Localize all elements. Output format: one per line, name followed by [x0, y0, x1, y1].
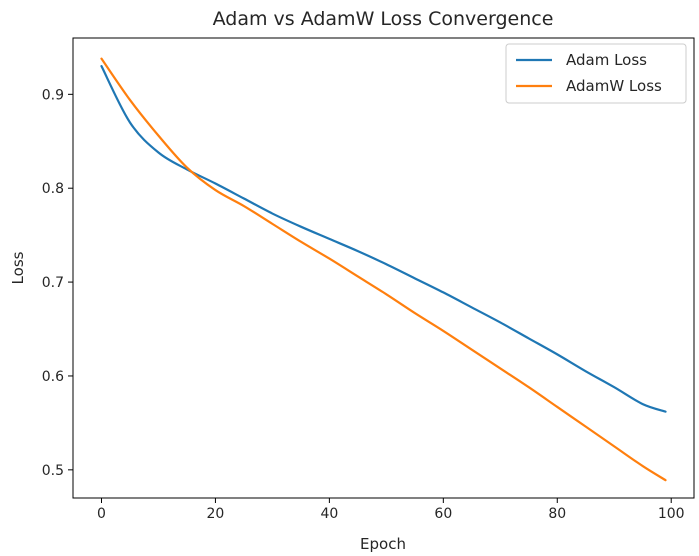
- y-axis: 0.5 0.6 0.7 0.8 0.9: [42, 87, 73, 479]
- legend: Adam Loss AdamW Loss: [505, 43, 687, 104]
- x-tick-label: 60: [434, 506, 452, 522]
- y-axis-label: Loss: [9, 251, 27, 284]
- series-layer: [100, 57, 667, 482]
- legend-label-adam: Adam Loss: [566, 51, 647, 69]
- plot-area: [72, 37, 695, 499]
- x-axis-label: Epoch: [360, 535, 406, 553]
- plot-frame: [72, 37, 695, 499]
- x-tick-label: 0: [97, 506, 106, 522]
- y-tick-label: 0.7: [42, 275, 64, 291]
- x-axis: 0 20 40 60 80 100: [97, 498, 685, 522]
- y-tick-label: 0.8: [42, 181, 64, 197]
- y-tick-label: 0.6: [42, 369, 64, 385]
- y-tick-label: 0.9: [42, 87, 64, 103]
- x-tick-label: 40: [320, 506, 338, 522]
- y-tick-label: 0.5: [42, 463, 64, 479]
- legend-box: [505, 43, 687, 104]
- x-tick-label: 80: [548, 506, 566, 522]
- series-line-adamw: [100, 57, 667, 482]
- chart-title: Adam vs AdamW Loss Convergence: [213, 8, 554, 30]
- x-tick-label: 20: [207, 506, 225, 522]
- legend-label-adamw: AdamW Loss: [566, 77, 662, 95]
- x-tick-label: 100: [658, 506, 685, 522]
